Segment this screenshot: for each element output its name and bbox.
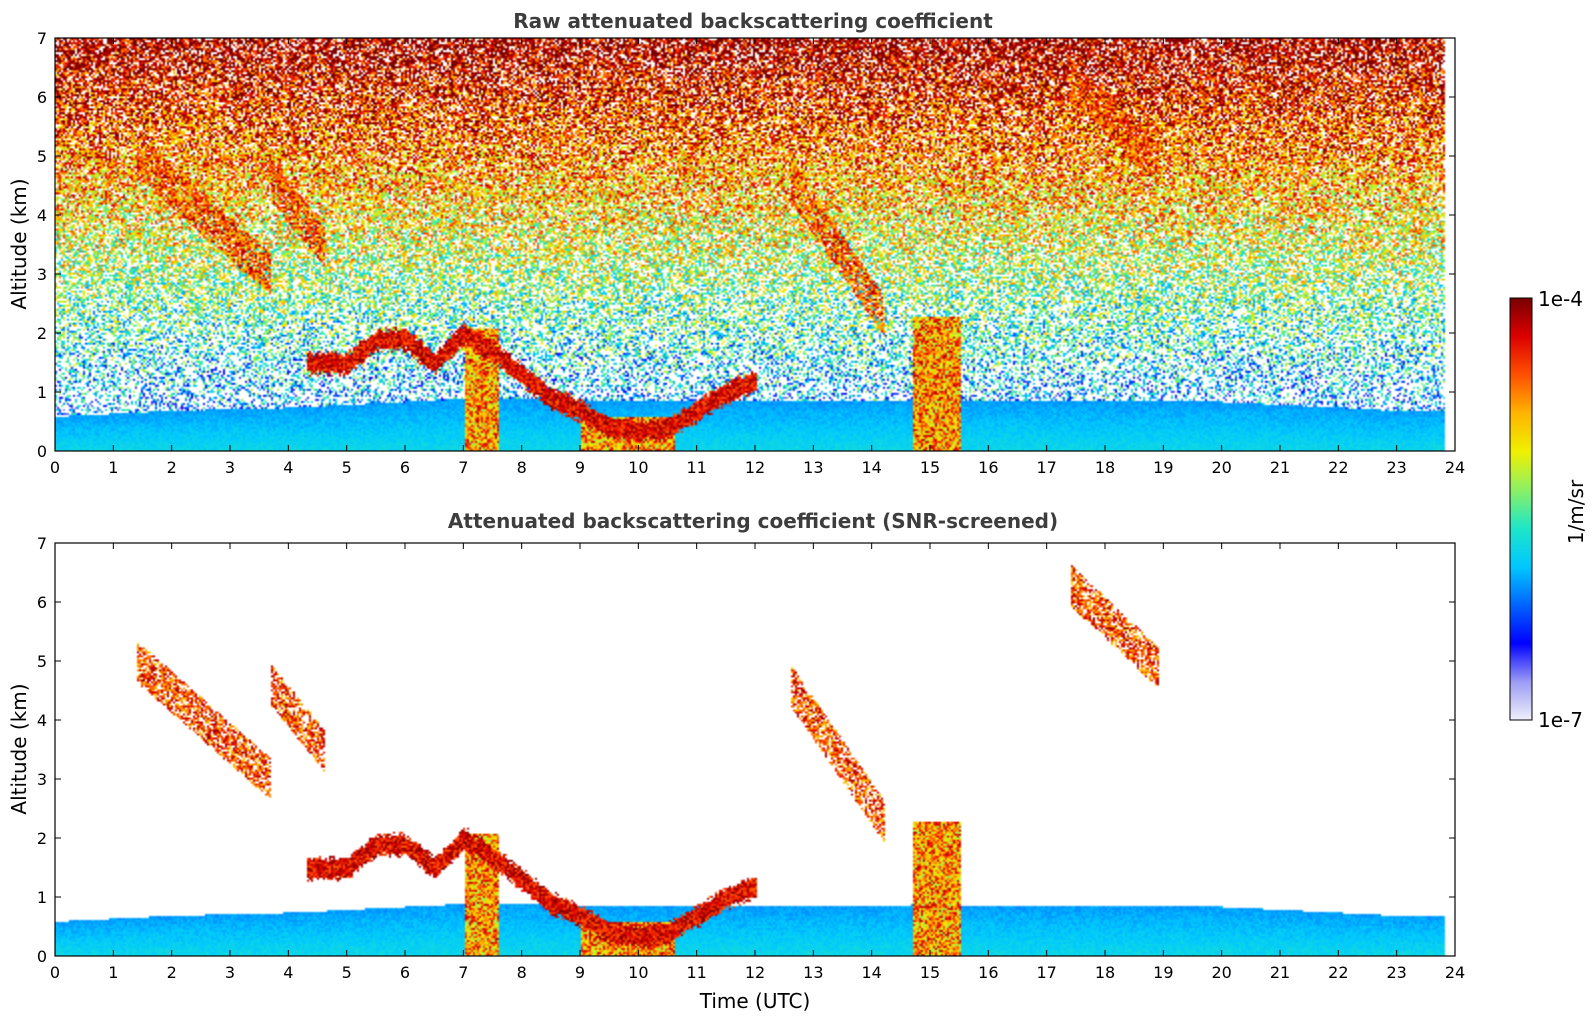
- x-tick-label: 18: [1095, 963, 1115, 982]
- raw-y-axis-label: Altitude (km): [7, 178, 31, 309]
- x-tick-label: 2: [167, 963, 177, 982]
- x-tick-label: 22: [1328, 458, 1348, 477]
- raw-panel-title: Raw attenuated backscattering coefficien…: [513, 9, 993, 33]
- y-tick-label: 4: [37, 206, 47, 225]
- x-axis-label: Time (UTC): [699, 989, 811, 1013]
- x-tick-label: 12: [745, 963, 765, 982]
- x-tick-label: 24: [1445, 458, 1465, 477]
- x-tick-label: 19: [1153, 458, 1173, 477]
- colorbar: 1e-4 1e-7 1/m/sr: [1509, 287, 1588, 732]
- x-tick-label: 21: [1270, 458, 1290, 477]
- y-tick-label: 4: [37, 711, 47, 730]
- x-tick-label: 7: [458, 458, 468, 477]
- x-tick-label: 5: [342, 458, 352, 477]
- y-tick-label: 7: [37, 534, 47, 553]
- y-tick-label: 6: [37, 593, 47, 612]
- x-tick-label: 3: [225, 458, 235, 477]
- x-tick-label: 1: [108, 458, 118, 477]
- x-tick-label: 24: [1445, 963, 1465, 982]
- x-tick-label: 8: [517, 458, 527, 477]
- screened-y-axis-label: Altitude (km): [7, 683, 31, 814]
- y-tick-label: 0: [37, 947, 47, 966]
- x-tick-label: 16: [978, 963, 998, 982]
- y-tick-label: 3: [37, 265, 47, 284]
- x-tick-label: 4: [283, 963, 293, 982]
- x-tick-label: 22: [1328, 963, 1348, 982]
- x-tick-label: 17: [1036, 458, 1056, 477]
- y-tick-label: 5: [37, 652, 47, 671]
- x-tick-label: 3: [225, 963, 235, 982]
- y-tick-label: 1: [37, 888, 47, 907]
- x-tick-label: 18: [1095, 458, 1115, 477]
- colorbar-unit-label: 1/m/sr: [1564, 479, 1588, 544]
- x-tick-label: 13: [803, 963, 823, 982]
- y-tick-label: 6: [37, 88, 47, 107]
- x-tick-label: 13: [803, 458, 823, 477]
- screened-panel-title: Attenuated backscattering coefficient (S…: [448, 509, 1058, 533]
- x-tick-label: 19: [1153, 963, 1173, 982]
- x-tick-label: 2: [167, 458, 177, 477]
- x-tick-label: 11: [686, 458, 706, 477]
- colorbar-gradient: [1509, 297, 1533, 721]
- y-tick-label: 7: [37, 29, 47, 48]
- x-tick-label: 0: [50, 458, 60, 477]
- x-tick-label: 6: [400, 963, 410, 982]
- y-tick-label: 1: [37, 383, 47, 402]
- x-tick-label: 12: [745, 458, 765, 477]
- x-tick-label: 16: [978, 458, 998, 477]
- y-tick-label: 5: [37, 147, 47, 166]
- screened-axis-ticks: 0 1 2 3 4 5 6 7 8 9 10 11 12 13 14 15 16 17 18 19 20 21 22 23 24…: [37, 534, 1465, 982]
- x-tick-label: 23: [1386, 458, 1406, 477]
- colorbar-min-label: 1e-7: [1538, 708, 1583, 732]
- x-tick-label: 14: [861, 963, 881, 982]
- x-tick-label: 15: [920, 458, 940, 477]
- x-tick-label: 10: [628, 963, 648, 982]
- x-tick-label: 20: [1211, 963, 1231, 982]
- colorbar-max-label: 1e-4: [1538, 287, 1583, 311]
- x-tick-label: 1: [108, 963, 118, 982]
- y-tick-label: 2: [37, 829, 47, 848]
- raw-axis-ticks: 0 1 2 3 4 5 6 7 8 9 10 11 12 13 14 15 16 17 18 19 20 21 22 23 24…: [37, 29, 1465, 477]
- raw-backscatter-panel: Raw attenuated backscattering coefficien…: [7, 9, 1465, 477]
- y-tick-label: 3: [37, 770, 47, 789]
- x-tick-label: 9: [575, 963, 585, 982]
- x-tick-label: 4: [283, 458, 293, 477]
- y-tick-label: 0: [37, 442, 47, 461]
- x-tick-label: 20: [1211, 458, 1231, 477]
- x-tick-label: 6: [400, 458, 410, 477]
- x-tick-label: 11: [686, 963, 706, 982]
- x-tick-label: 10: [628, 458, 648, 477]
- x-tick-label: 14: [861, 458, 881, 477]
- x-tick-label: 21: [1270, 963, 1290, 982]
- x-tick-label: 15: [920, 963, 940, 982]
- x-tick-label: 23: [1386, 963, 1406, 982]
- x-tick-label: 17: [1036, 963, 1056, 982]
- screened-backscatter-panel: Attenuated backscattering coefficient (S…: [7, 509, 1465, 1013]
- raw-backscatter-heatmap: [55, 38, 1455, 451]
- x-tick-label: 7: [458, 963, 468, 982]
- x-tick-label: 5: [342, 963, 352, 982]
- screened-backscatter-heatmap: [55, 543, 1455, 956]
- x-tick-label: 9: [575, 458, 585, 477]
- x-tick-label: 8: [517, 963, 527, 982]
- y-tick-label: 2: [37, 324, 47, 343]
- x-tick-label: 0: [50, 963, 60, 982]
